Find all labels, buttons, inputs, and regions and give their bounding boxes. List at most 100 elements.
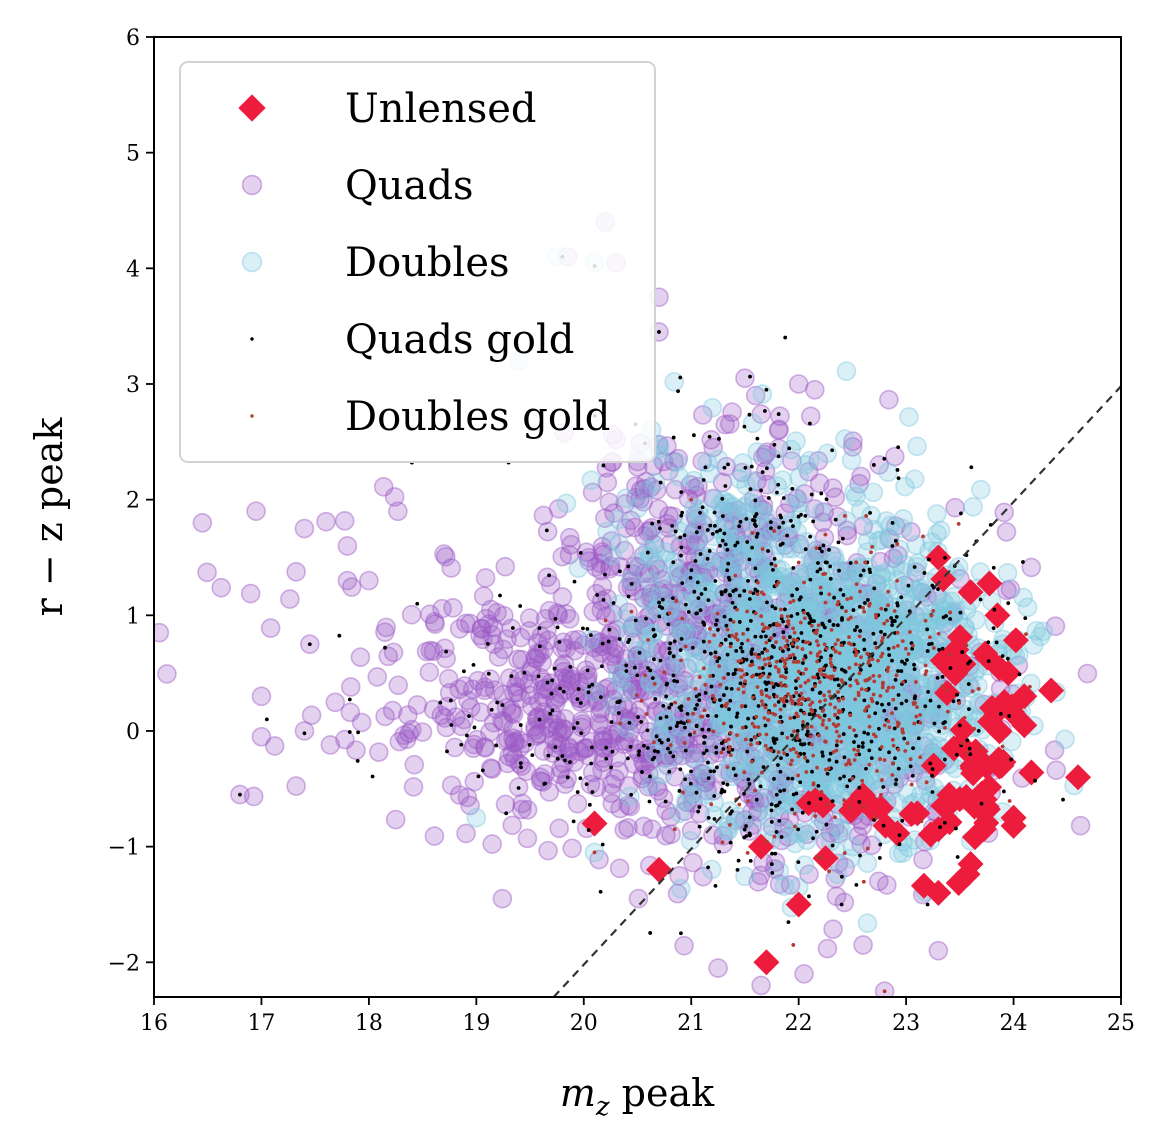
doubles-gold-point bbox=[796, 754, 801, 759]
doubles-point bbox=[1033, 621, 1053, 642]
doubles-gold-point bbox=[880, 778, 884, 782]
doubles-gold-point bbox=[814, 546, 819, 550]
quads-gold-point bbox=[807, 894, 811, 899]
quads-gold-point bbox=[854, 733, 858, 738]
doubles-gold-point bbox=[629, 609, 634, 614]
quads-gold-point bbox=[827, 547, 831, 552]
quads-point bbox=[601, 725, 622, 745]
quads-gold-point bbox=[803, 654, 808, 658]
quads-gold-point bbox=[896, 476, 901, 481]
quads-point bbox=[914, 736, 934, 756]
doubles-gold-point bbox=[847, 725, 852, 730]
quads-gold-point bbox=[753, 498, 758, 503]
quads-gold-point bbox=[561, 689, 566, 694]
quads-gold-point bbox=[683, 602, 688, 607]
quads-gold-point bbox=[724, 623, 729, 628]
quads-gold-point bbox=[883, 607, 888, 612]
quads-gold-point bbox=[337, 633, 342, 638]
quads-gold-point bbox=[726, 561, 731, 566]
doubles-gold-point bbox=[833, 649, 838, 654]
quads-point bbox=[648, 781, 669, 801]
doubles-point bbox=[1055, 729, 1075, 750]
doubles-point bbox=[742, 413, 763, 434]
quads-gold-point bbox=[722, 693, 726, 697]
doubles-gold-point bbox=[763, 743, 768, 748]
quads-point bbox=[667, 607, 687, 627]
quads-gold-point bbox=[780, 731, 785, 736]
quads-gold-point bbox=[471, 662, 476, 667]
doubles-gold-point bbox=[856, 690, 861, 695]
quads-point bbox=[710, 551, 731, 572]
quads-gold-point bbox=[708, 769, 713, 774]
quads-gold-point bbox=[967, 746, 972, 751]
quads-gold-point bbox=[796, 514, 801, 519]
doubles-gold-point bbox=[753, 735, 758, 740]
quads-point bbox=[581, 731, 602, 752]
doubles-gold-point bbox=[673, 700, 677, 705]
quads-gold-point bbox=[794, 791, 799, 796]
quads-gold-point bbox=[709, 684, 714, 689]
doubles-gold-point bbox=[956, 521, 961, 526]
quads-gold-point bbox=[943, 555, 947, 560]
doubles-gold-point bbox=[813, 675, 818, 680]
quads-point bbox=[667, 883, 688, 904]
quads-gold-point bbox=[779, 835, 784, 839]
quads-gold-point bbox=[600, 641, 605, 646]
quads-gold-point bbox=[890, 521, 895, 525]
doubles-point bbox=[556, 493, 577, 514]
quads-gold-point bbox=[747, 782, 752, 786]
quads-gold-point bbox=[862, 730, 867, 735]
doubles-point bbox=[784, 486, 804, 507]
quads-gold-point bbox=[810, 769, 814, 774]
quads-point bbox=[840, 569, 860, 590]
quads-point bbox=[794, 483, 815, 504]
quads-gold-point bbox=[733, 543, 738, 548]
quads-gold-point bbox=[629, 792, 634, 797]
quads-gold-point bbox=[694, 724, 699, 729]
doubles-gold-point bbox=[874, 815, 879, 820]
quads-gold-point bbox=[749, 737, 754, 742]
doubles-gold-point bbox=[786, 619, 791, 623]
quads-gold-point bbox=[860, 744, 865, 749]
quads-gold-point bbox=[680, 510, 685, 515]
quads-gold-point bbox=[791, 524, 795, 528]
quads-point bbox=[810, 738, 831, 759]
doubles-gold-point bbox=[867, 603, 871, 608]
quads-point bbox=[780, 875, 801, 895]
doubles-point bbox=[611, 670, 631, 691]
quads-gold-point bbox=[703, 587, 708, 591]
quads-gold-point bbox=[769, 562, 774, 566]
quads-point bbox=[388, 501, 408, 522]
quads-gold-point bbox=[769, 526, 773, 531]
quads-point bbox=[606, 638, 626, 659]
doubles-gold-point bbox=[713, 655, 718, 659]
quads-gold-point bbox=[880, 702, 884, 707]
quads-point bbox=[853, 516, 874, 536]
quads-gold-point bbox=[701, 639, 706, 644]
quads-gold-point bbox=[954, 826, 958, 831]
quads-gold-point bbox=[762, 409, 767, 413]
doubles-gold-point bbox=[915, 705, 919, 710]
quads-point bbox=[211, 577, 231, 598]
quads-gold-point bbox=[712, 510, 717, 515]
doubles-gold-point bbox=[854, 582, 859, 587]
quads-gold-point bbox=[568, 664, 573, 669]
doubles-gold-point bbox=[815, 659, 820, 664]
doubles-gold-point bbox=[844, 609, 848, 614]
doubles-gold-point bbox=[784, 684, 788, 688]
quads-point bbox=[626, 739, 646, 759]
quads-gold-point bbox=[968, 659, 973, 664]
doubles-point bbox=[702, 397, 723, 418]
quads-gold-point bbox=[609, 720, 614, 724]
quads-gold-point bbox=[815, 672, 820, 677]
x-axis-label: mz peak bbox=[560, 1071, 715, 1122]
doubles-gold-point bbox=[709, 802, 714, 807]
doubles-gold-point bbox=[778, 697, 783, 701]
quads-gold-point bbox=[518, 604, 523, 608]
doubles-gold-point bbox=[787, 654, 792, 658]
quads-gold-point bbox=[965, 738, 970, 743]
quads-gold-point bbox=[586, 690, 591, 695]
doubles-gold-point bbox=[760, 622, 765, 627]
quads-gold-point bbox=[910, 646, 915, 651]
quads-point bbox=[693, 866, 713, 887]
